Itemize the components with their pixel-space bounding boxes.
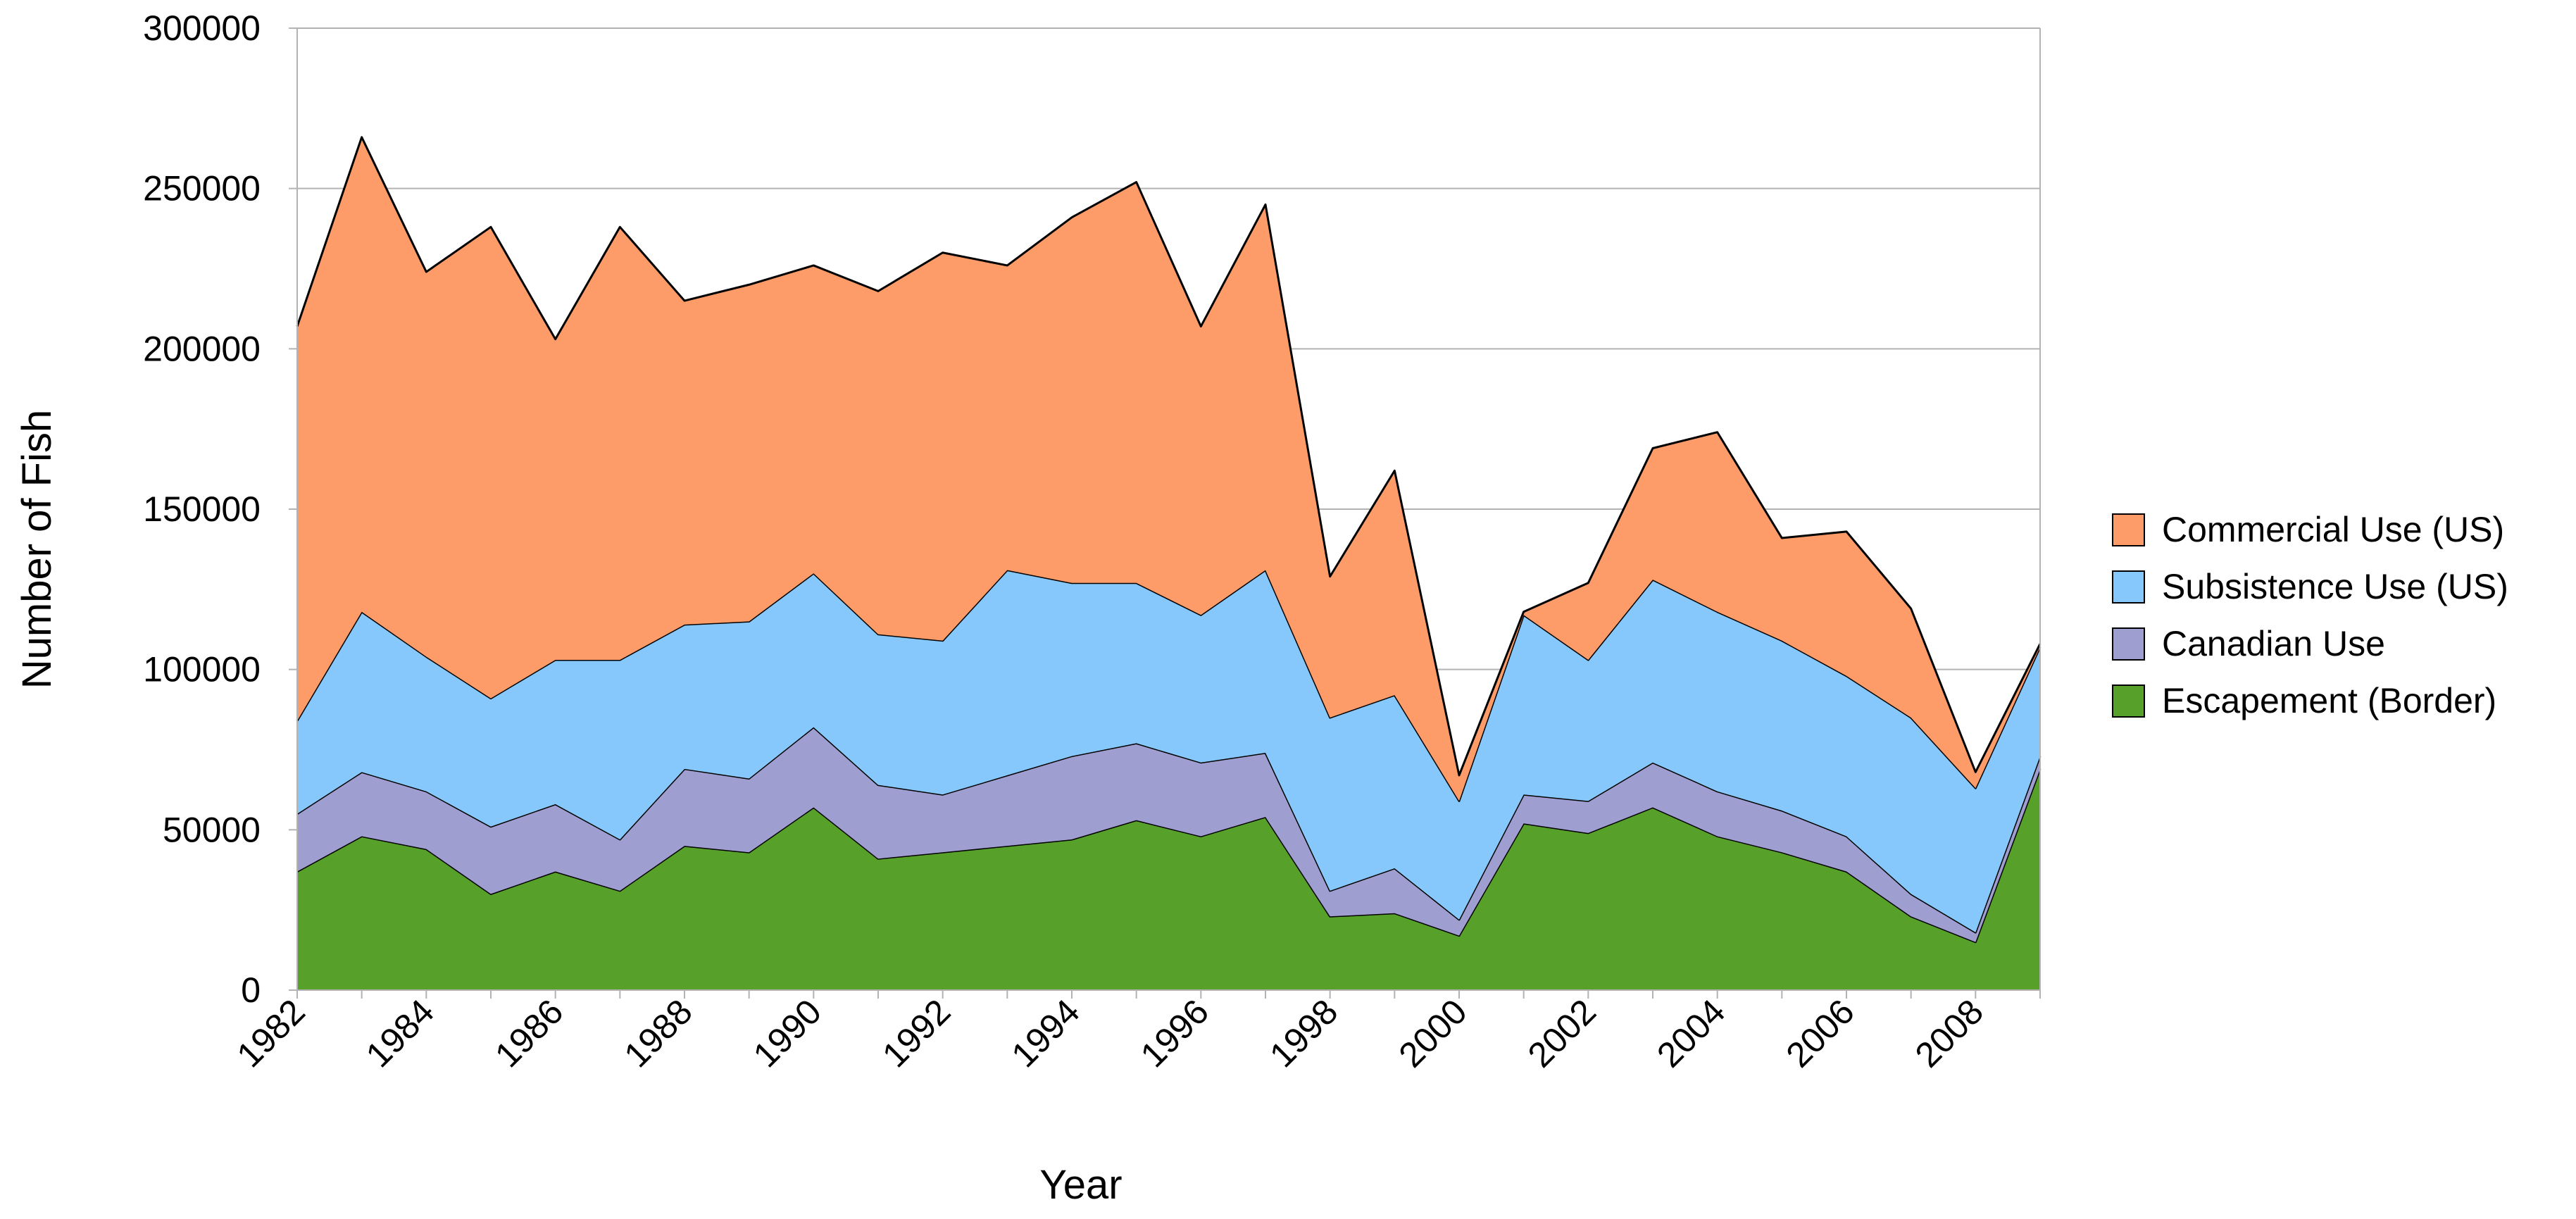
area-commercial-use-us: [297, 137, 2040, 801]
y-tick-label-3: 150000: [143, 489, 261, 529]
x-tick-label-9: 2000: [1392, 992, 1475, 1075]
y-tick-label-5: 250000: [143, 169, 261, 208]
x-tick-label-13: 2008: [1908, 992, 1991, 1075]
y-tick-label-6: 300000: [143, 8, 261, 48]
legend-label-3: Escapement (Border): [2162, 681, 2496, 720]
legend-swatch-0: [2112, 513, 2145, 546]
legend-swatch-1: [2112, 570, 2145, 604]
y-tick-label-2: 100000: [143, 650, 261, 689]
area-canadian-use: [297, 727, 2040, 942]
x-tick-label-5: 1992: [875, 992, 958, 1075]
x-tick-label-4: 1990: [746, 992, 829, 1075]
area-series: [296, 136, 2042, 990]
axes: [289, 27, 2041, 999]
x-tick-label-11: 2004: [1649, 992, 1732, 1075]
x-tick-label-1: 1984: [358, 992, 442, 1075]
area-escapement-border: [297, 768, 2040, 990]
series-line-2: [296, 569, 2042, 802]
legend-label-1: Subsistence Use (US): [2162, 567, 2508, 606]
area-subsistence-use-us: [297, 570, 2040, 933]
legend-swatch-3: [2112, 684, 2145, 718]
y-tick-label-4: 200000: [143, 329, 261, 368]
x-tick-label-10: 2002: [1520, 992, 1603, 1075]
legend-label-2: Canadian Use: [2162, 624, 2385, 663]
x-tick-label-2: 1986: [487, 992, 570, 1075]
y-tick-label-0: 0: [241, 970, 261, 1010]
legend: Commercial Use (US) Subsistence Use (US) C…: [2112, 510, 2508, 720]
x-tick-label-12: 2006: [1779, 992, 1862, 1075]
x-tick-label-7: 1996: [1133, 992, 1216, 1075]
x-tick-label-8: 1998: [1262, 992, 1345, 1075]
series-line-3: [296, 136, 2042, 777]
x-axis-title: Year: [1039, 1162, 1122, 1208]
x-tick-labels: 1982 1984 1986 1988 1990 1992 1994 1996 1998 2000…: [230, 992, 1992, 1075]
legend-label-0: Commercial Use (US): [2162, 510, 2504, 549]
y-tick-label-1: 50000: [163, 810, 261, 849]
x-tick-label-3: 1988: [617, 992, 700, 1075]
y-tick-labels: 0 50000 100000 150000 200000 250000 300000: [143, 8, 261, 1010]
x-tick-label-6: 1994: [1004, 992, 1087, 1075]
legend-swatch-2: [2112, 627, 2145, 661]
y-axis-title: Number of Fish: [14, 410, 60, 689]
